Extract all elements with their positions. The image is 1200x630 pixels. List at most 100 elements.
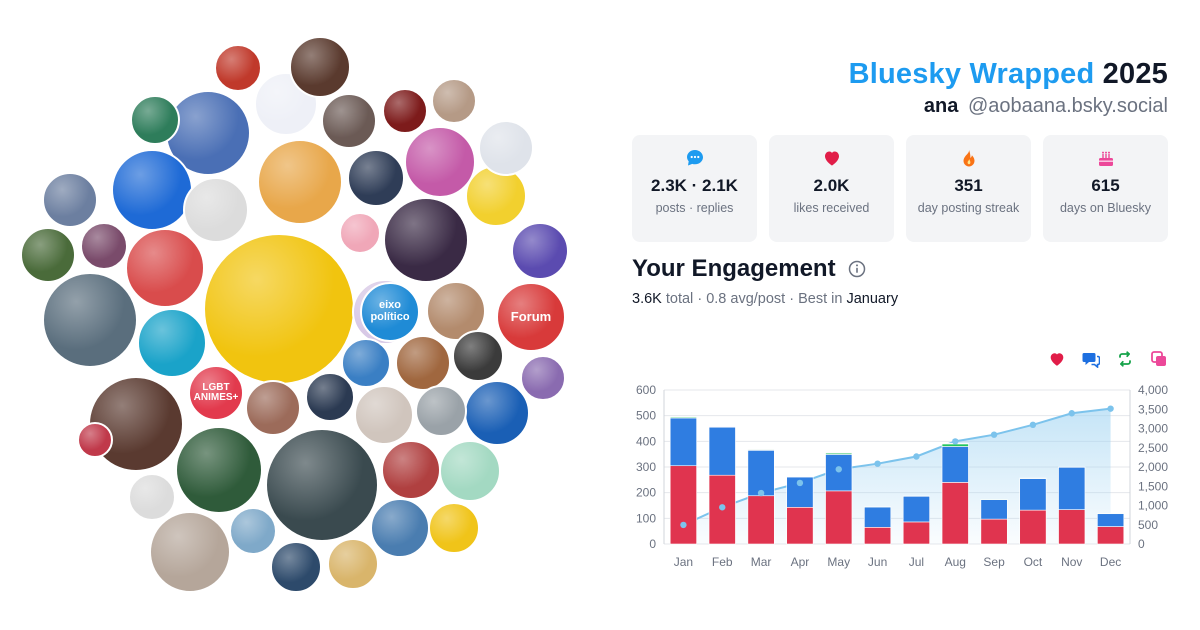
bar-segment[interactable] (669, 417, 697, 467)
bar-segment[interactable] (864, 506, 892, 528)
avatar[interactable] (339, 212, 381, 254)
avatar[interactable] (382, 88, 428, 134)
info-icon[interactable] (848, 260, 866, 278)
cumulative-point (990, 431, 998, 438)
avatar[interactable] (128, 473, 176, 521)
x-tick-label: Apr (791, 555, 810, 569)
avatar[interactable] (214, 44, 262, 92)
y2-tick-label: 0 (1138, 537, 1145, 551)
avatar[interactable] (125, 228, 205, 308)
avatar[interactable]: LGBT ANIMES+ (188, 365, 244, 421)
quote-icon[interactable] (1150, 350, 1168, 368)
cumulative-point (796, 479, 804, 487)
engagement-best-prefix: Best in (798, 291, 843, 307)
bar-segment[interactable] (941, 446, 969, 483)
avatar[interactable] (383, 197, 469, 283)
avatar[interactable] (341, 338, 391, 388)
speech-bubble-icon (686, 150, 703, 166)
bar-segment[interactable] (941, 482, 969, 545)
display-name: ana (923, 95, 959, 117)
avatar[interactable] (431, 78, 477, 124)
heart-icon (824, 151, 839, 166)
engagement-chart: 0 100 200 300 400 500 600 0 500 1,000 1,500 2,000 2,… (636, 383, 1168, 569)
y2-tick-label: 500 (1138, 518, 1158, 532)
stat-likes-label: likes received (793, 201, 870, 215)
avatar[interactable] (175, 426, 263, 514)
avatar[interactable] (381, 440, 441, 500)
avatar[interactable] (111, 149, 193, 231)
avatar[interactable] (439, 440, 501, 502)
bar-segment[interactable] (747, 450, 775, 497)
avatar[interactable] (229, 507, 277, 555)
x-tick-label: Oct (1024, 555, 1043, 569)
avatar[interactable] (20, 227, 76, 283)
avatar[interactable] (130, 95, 180, 145)
avatar[interactable] (354, 385, 414, 445)
avatar[interactable] (257, 139, 343, 225)
bar-segment[interactable] (786, 476, 814, 478)
avatar[interactable] (183, 177, 249, 243)
avatar[interactable] (395, 335, 451, 391)
bar-segment[interactable] (1019, 478, 1047, 511)
avatar[interactable] (265, 428, 379, 542)
avatar[interactable] (149, 511, 231, 593)
bar-segment[interactable] (825, 490, 853, 545)
bar-segment[interactable] (864, 527, 892, 545)
avatar[interactable] (137, 308, 207, 378)
avatar[interactable] (370, 498, 430, 558)
engagement-avg: 0.8 avg/post (706, 291, 786, 307)
avatar[interactable] (327, 538, 379, 590)
avatar[interactable] (270, 541, 322, 593)
bar-segment[interactable] (669, 465, 697, 545)
bar-segment[interactable] (980, 518, 1008, 545)
stat-streak-label: day posting streak (917, 201, 1020, 215)
avatar[interactable] (321, 93, 377, 149)
avatar[interactable] (478, 120, 534, 176)
avatar[interactable] (80, 222, 128, 270)
bar-segment[interactable] (1097, 513, 1125, 527)
bar-segment[interactable] (747, 495, 775, 545)
avatar[interactable]: Forum (496, 282, 566, 352)
avatar[interactable] (520, 355, 566, 401)
bar-segment[interactable] (1019, 477, 1047, 479)
avatar[interactable] (203, 233, 355, 385)
fire-icon (963, 149, 974, 167)
avatar[interactable] (42, 272, 138, 368)
avatar[interactable] (465, 165, 527, 227)
x-tick-label: Feb (712, 555, 733, 569)
bar-segment[interactable] (1097, 526, 1125, 545)
bar-segment[interactable] (902, 521, 930, 545)
avatar[interactable] (428, 502, 480, 554)
avatar[interactable] (452, 330, 504, 382)
wrapped-panel: Bluesky Wrapped 2025 ana @aobaana.bsky.s… (632, 58, 1168, 368)
bar-segment[interactable] (902, 495, 930, 523)
avatar[interactable] (426, 281, 486, 341)
avatar[interactable] (245, 380, 301, 436)
avatar[interactable] (404, 126, 476, 198)
x-tick-label: Jul (909, 555, 924, 569)
cumulative-point (1029, 421, 1037, 429)
bar-segment[interactable] (825, 454, 853, 492)
heart-icon[interactable] (1048, 350, 1066, 368)
avatar[interactable] (511, 222, 569, 280)
avatar[interactable] (77, 422, 113, 458)
bar-segment[interactable] (1058, 509, 1086, 545)
bar-segment[interactable] (1058, 466, 1086, 510)
avatar[interactable] (305, 372, 355, 422)
bar-segment[interactable] (1019, 509, 1047, 545)
avatar[interactable] (347, 149, 405, 207)
avatar[interactable] (289, 36, 351, 98)
reply-icon[interactable] (1082, 350, 1100, 368)
avatar[interactable]: eixo político (360, 282, 420, 342)
avatar[interactable] (464, 380, 530, 446)
bar-segment[interactable] (786, 506, 814, 545)
repost-icon[interactable] (1116, 350, 1134, 368)
x-tick-label: Jun (868, 555, 887, 569)
avatar[interactable] (42, 172, 98, 228)
avatar[interactable] (415, 385, 467, 437)
user-handle[interactable]: @aobaana.bsky.social (967, 95, 1168, 117)
bar-segment[interactable] (980, 499, 1008, 520)
bar-segment[interactable] (708, 426, 736, 476)
avatar-cloud: eixo político Forum LGBT ANIMES+ (20, 36, 569, 593)
chart-legend (1048, 350, 1168, 368)
